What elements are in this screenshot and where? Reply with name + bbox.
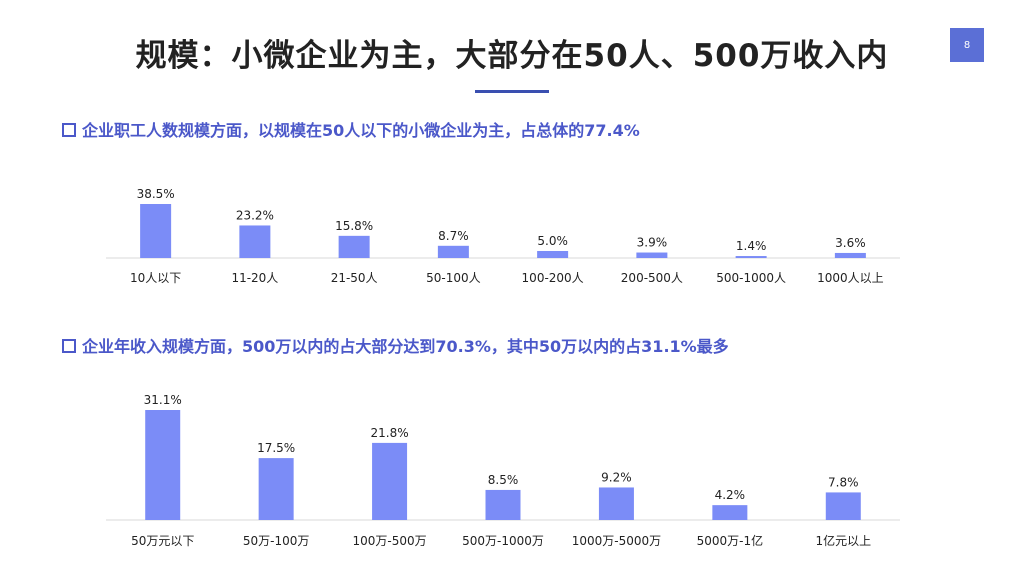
bar xyxy=(145,410,181,520)
data-label: 8.7% xyxy=(438,229,469,243)
data-label: 7.8% xyxy=(828,475,859,489)
bar xyxy=(372,442,408,520)
revenue-size-chart: 31.1% 50万元以下 17.5% 50万-100万 21.8% 100万-500万 8.… xyxy=(106,393,900,548)
data-label: 8.5% xyxy=(488,473,519,487)
data-label: 23.2% xyxy=(236,208,274,222)
page-title: 规模：小微企业为主，大部分在50人、500万收入内 xyxy=(135,38,889,74)
data-label: 4.2% xyxy=(715,488,746,502)
bar xyxy=(735,256,767,258)
category-label: 21-50人 xyxy=(331,271,378,285)
bar xyxy=(834,252,866,258)
employee-size-chart: 38.5% 10人以下 23.2% 11-20人 15.8% 21-50人 8.7% 50-1… xyxy=(106,187,900,285)
category-label: 10人以下 xyxy=(130,271,181,285)
category-label: 200-500人 xyxy=(621,271,683,285)
bar xyxy=(258,458,294,520)
section-label-text: 企业年收入规模方面，500万以内的占大部分达到70.3%，其中50万以内的占31… xyxy=(82,337,729,356)
data-label: 3.9% xyxy=(637,236,668,250)
data-label: 21.8% xyxy=(371,426,409,440)
category-label: 50-100人 xyxy=(426,271,481,285)
category-label: 11-20人 xyxy=(231,271,278,285)
bar xyxy=(825,492,861,520)
category-label: 5000万-1亿 xyxy=(697,533,764,548)
category-label: 1000人以上 xyxy=(817,271,884,285)
bar xyxy=(338,235,370,258)
checkbox-bullet-icon xyxy=(62,339,76,353)
checkbox-bullet-icon xyxy=(62,123,76,137)
category-label: 1亿元以上 xyxy=(815,533,871,548)
title-underline xyxy=(475,90,549,93)
data-label: 1.4% xyxy=(736,239,767,253)
category-label: 1000万-5000万 xyxy=(572,534,661,548)
category-label: 100-200人 xyxy=(522,271,584,285)
data-label: 38.5% xyxy=(137,187,175,201)
bar xyxy=(140,204,172,258)
category-label: 500万-1000万 xyxy=(462,534,544,548)
section-label-employees: 企业职工人数规模方面，以规模在50人以下的小微企业为主，占总体的77.4% xyxy=(62,117,640,141)
data-label: 17.5% xyxy=(257,441,295,455)
data-label: 3.6% xyxy=(835,236,866,250)
data-label: 5.0% xyxy=(537,234,568,248)
bar xyxy=(712,505,748,520)
category-label: 50万元以下 xyxy=(131,534,194,548)
category-label: 100万-500万 xyxy=(353,534,427,548)
category-label: 50万-100万 xyxy=(243,534,310,548)
category-label: 500-1000人 xyxy=(716,271,786,285)
section-label-revenue: 企业年收入规模方面，500万以内的占大部分达到70.3%，其中50万以内的占31… xyxy=(62,333,729,357)
page-number-badge: 8 xyxy=(950,28,984,62)
bar xyxy=(437,245,469,258)
data-label: 15.8% xyxy=(335,219,373,233)
bar xyxy=(485,489,521,520)
section-label-text: 企业职工人数规模方面，以规模在50人以下的小微企业为主，占总体的77.4% xyxy=(82,121,640,140)
data-label: 31.1% xyxy=(144,393,182,407)
bar xyxy=(598,487,634,520)
bar xyxy=(239,225,271,258)
data-label: 9.2% xyxy=(601,470,632,484)
bar xyxy=(636,252,668,258)
bar xyxy=(537,250,569,258)
